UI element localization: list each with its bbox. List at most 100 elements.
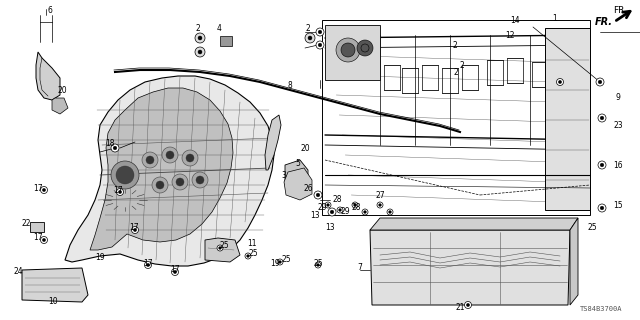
Text: 11: 11 bbox=[247, 238, 257, 247]
Circle shape bbox=[337, 207, 343, 213]
Circle shape bbox=[192, 172, 208, 188]
Text: 2: 2 bbox=[452, 41, 458, 50]
Circle shape bbox=[361, 44, 369, 52]
Text: 2: 2 bbox=[306, 23, 310, 33]
Text: 4: 4 bbox=[216, 23, 221, 33]
Circle shape bbox=[387, 209, 393, 215]
Circle shape bbox=[278, 261, 282, 263]
Circle shape bbox=[305, 33, 315, 43]
Text: 28: 28 bbox=[351, 203, 361, 212]
Circle shape bbox=[245, 253, 251, 259]
Circle shape bbox=[598, 204, 606, 212]
Text: 17: 17 bbox=[170, 266, 180, 275]
Text: 6: 6 bbox=[47, 5, 52, 14]
Circle shape bbox=[325, 202, 331, 208]
Circle shape bbox=[357, 40, 373, 56]
Circle shape bbox=[195, 33, 205, 43]
Circle shape bbox=[246, 255, 250, 257]
Text: 17: 17 bbox=[129, 223, 139, 233]
Circle shape bbox=[352, 202, 358, 208]
Circle shape bbox=[596, 78, 604, 86]
Circle shape bbox=[600, 206, 604, 210]
Text: 10: 10 bbox=[48, 298, 58, 307]
Circle shape bbox=[336, 38, 360, 62]
Circle shape bbox=[152, 177, 168, 193]
Text: 17: 17 bbox=[33, 234, 43, 243]
Circle shape bbox=[42, 238, 45, 242]
Polygon shape bbox=[370, 218, 578, 230]
Text: 28: 28 bbox=[332, 196, 342, 204]
Text: 24: 24 bbox=[13, 268, 23, 276]
Circle shape bbox=[118, 190, 122, 194]
Circle shape bbox=[116, 166, 134, 184]
Text: 26: 26 bbox=[303, 183, 313, 193]
Text: 25: 25 bbox=[248, 250, 258, 259]
Circle shape bbox=[198, 36, 202, 40]
Text: 20: 20 bbox=[300, 143, 310, 153]
Circle shape bbox=[111, 161, 139, 189]
Bar bbox=[220, 36, 232, 46]
Text: 23: 23 bbox=[613, 121, 623, 130]
Polygon shape bbox=[30, 222, 44, 232]
Circle shape bbox=[40, 187, 47, 194]
Circle shape bbox=[315, 262, 321, 268]
Text: 2: 2 bbox=[460, 60, 465, 69]
Circle shape bbox=[172, 174, 188, 190]
Polygon shape bbox=[36, 52, 60, 100]
Polygon shape bbox=[90, 88, 233, 250]
Circle shape bbox=[195, 47, 205, 57]
Circle shape bbox=[318, 43, 322, 47]
Circle shape bbox=[166, 151, 174, 159]
Circle shape bbox=[219, 247, 221, 249]
Polygon shape bbox=[284, 168, 312, 200]
Circle shape bbox=[377, 202, 383, 208]
Circle shape bbox=[600, 116, 604, 120]
Circle shape bbox=[362, 209, 368, 215]
Circle shape bbox=[131, 227, 138, 234]
Circle shape bbox=[162, 147, 178, 163]
Polygon shape bbox=[570, 218, 578, 305]
Circle shape bbox=[316, 28, 324, 36]
Text: 19: 19 bbox=[95, 253, 105, 262]
Circle shape bbox=[146, 156, 154, 164]
Text: 12: 12 bbox=[505, 30, 515, 39]
Circle shape bbox=[557, 78, 563, 85]
Text: 18: 18 bbox=[105, 139, 115, 148]
Circle shape bbox=[40, 236, 47, 244]
Text: 25: 25 bbox=[219, 242, 229, 251]
Text: 7: 7 bbox=[358, 262, 362, 271]
Polygon shape bbox=[545, 28, 590, 210]
Text: 25: 25 bbox=[587, 223, 597, 233]
Circle shape bbox=[196, 176, 204, 184]
Polygon shape bbox=[22, 268, 88, 302]
Circle shape bbox=[308, 36, 312, 40]
Polygon shape bbox=[370, 230, 570, 305]
Circle shape bbox=[600, 163, 604, 167]
Circle shape bbox=[598, 114, 606, 122]
Text: 29: 29 bbox=[340, 207, 350, 217]
Circle shape bbox=[598, 80, 602, 84]
Text: 17: 17 bbox=[33, 183, 43, 193]
Circle shape bbox=[379, 204, 381, 206]
Text: 13: 13 bbox=[325, 223, 335, 233]
Text: 16: 16 bbox=[613, 161, 623, 170]
Circle shape bbox=[326, 204, 330, 206]
Circle shape bbox=[598, 161, 606, 169]
Circle shape bbox=[465, 301, 472, 308]
Circle shape bbox=[111, 144, 119, 152]
Polygon shape bbox=[52, 98, 68, 114]
Circle shape bbox=[317, 264, 319, 266]
Circle shape bbox=[316, 193, 320, 197]
Polygon shape bbox=[265, 115, 281, 170]
Text: 13: 13 bbox=[310, 211, 320, 220]
Text: 17: 17 bbox=[143, 259, 153, 268]
Circle shape bbox=[182, 150, 198, 166]
Circle shape bbox=[198, 50, 202, 54]
Text: 25: 25 bbox=[313, 259, 323, 268]
Circle shape bbox=[330, 210, 334, 214]
Text: 19: 19 bbox=[270, 259, 280, 268]
Text: 14: 14 bbox=[510, 15, 520, 25]
Text: 20: 20 bbox=[57, 85, 67, 94]
Text: 21: 21 bbox=[455, 303, 465, 313]
Text: 27: 27 bbox=[375, 190, 385, 199]
